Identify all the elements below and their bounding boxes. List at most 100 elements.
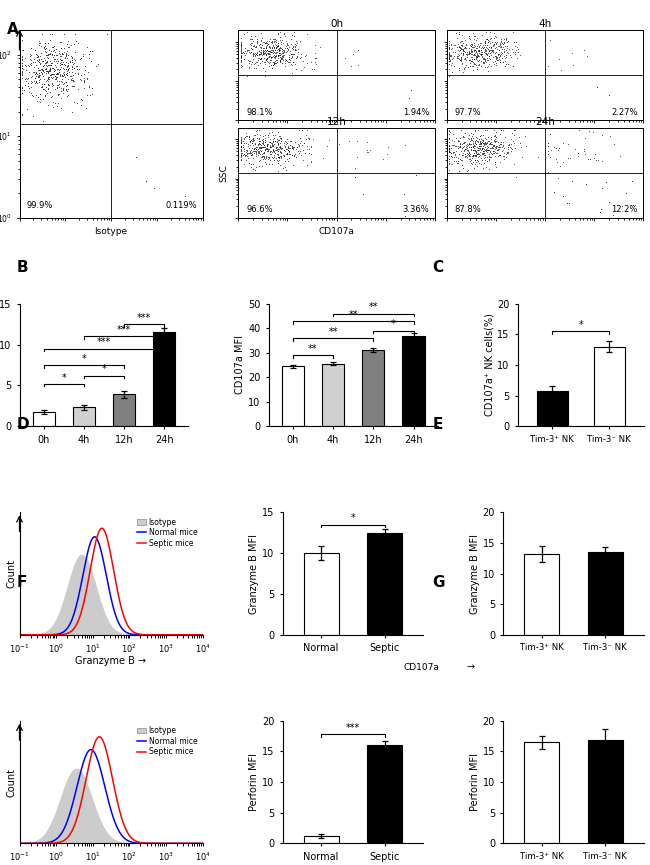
Point	[235, 135, 246, 149]
Point	[473, 49, 484, 63]
Point	[235, 134, 246, 148]
Point	[47, 79, 58, 93]
Point	[465, 54, 475, 67]
Point	[274, 153, 284, 167]
Point	[51, 99, 62, 113]
Point	[245, 144, 255, 158]
Point	[248, 133, 259, 147]
Point	[86, 54, 96, 68]
Point	[55, 53, 65, 67]
Point	[266, 61, 277, 75]
Point	[480, 36, 491, 50]
Point	[257, 135, 268, 149]
Point	[485, 43, 495, 57]
Point	[456, 53, 466, 67]
Point	[265, 49, 275, 63]
Point	[478, 40, 489, 54]
Point	[287, 50, 297, 64]
Point	[596, 202, 606, 216]
Point	[254, 131, 264, 144]
Point	[31, 65, 41, 79]
Point	[490, 142, 501, 156]
Point	[44, 42, 55, 56]
Point	[476, 136, 486, 150]
Point	[274, 133, 284, 147]
Point	[482, 144, 493, 157]
Point	[463, 53, 474, 67]
Point	[76, 92, 86, 106]
Point	[62, 67, 72, 80]
Point	[44, 64, 55, 78]
Point	[484, 149, 494, 163]
Point	[55, 53, 66, 67]
Point	[34, 75, 45, 89]
Point	[282, 39, 293, 53]
Point	[458, 42, 468, 55]
Point	[275, 54, 285, 67]
Point	[23, 76, 33, 90]
Point	[498, 37, 508, 51]
Point	[469, 135, 480, 149]
Point	[51, 54, 61, 67]
Point	[44, 78, 54, 92]
Point	[255, 138, 265, 151]
Point	[25, 48, 35, 61]
Point	[299, 60, 309, 74]
Point	[34, 95, 45, 109]
Point	[465, 133, 476, 147]
Point	[36, 77, 47, 91]
Point	[471, 149, 481, 163]
Point	[253, 148, 263, 162]
Point	[22, 79, 32, 93]
Point	[464, 148, 474, 162]
Point	[593, 153, 603, 167]
Point	[246, 38, 257, 52]
Point	[17, 67, 27, 81]
Point	[263, 128, 274, 142]
Point	[493, 50, 504, 64]
Point	[490, 156, 501, 170]
Point	[242, 43, 253, 57]
Point	[242, 150, 252, 163]
Point	[250, 48, 261, 61]
Point	[61, 48, 72, 61]
Point	[585, 152, 595, 166]
Point	[239, 142, 250, 156]
Point	[58, 57, 69, 71]
Point	[235, 31, 246, 45]
Point	[276, 52, 287, 66]
Point	[468, 134, 478, 148]
Point	[467, 149, 478, 163]
Point	[248, 131, 258, 145]
Y-axis label: Count: Count	[6, 767, 17, 797]
Point	[44, 70, 55, 84]
Point	[481, 43, 491, 57]
Point	[44, 62, 55, 76]
Point	[287, 28, 297, 42]
Point	[454, 163, 464, 177]
Point	[39, 58, 49, 72]
Point	[486, 59, 496, 73]
Point	[30, 71, 40, 85]
Point	[479, 138, 489, 151]
Point	[276, 141, 287, 155]
Point	[245, 135, 255, 149]
Point	[461, 67, 471, 81]
Point	[514, 130, 524, 144]
Point	[495, 138, 505, 151]
Point	[445, 53, 455, 67]
Point	[465, 56, 475, 70]
Point	[488, 45, 498, 59]
Point	[43, 64, 53, 78]
Point	[262, 38, 272, 52]
Point	[467, 54, 478, 68]
Point	[275, 48, 285, 62]
Point	[500, 54, 510, 67]
Point	[273, 38, 283, 52]
Point	[500, 33, 511, 47]
Point	[29, 74, 40, 87]
Point	[288, 142, 298, 156]
Point	[608, 208, 618, 222]
Point	[473, 154, 484, 168]
Point	[279, 27, 289, 41]
